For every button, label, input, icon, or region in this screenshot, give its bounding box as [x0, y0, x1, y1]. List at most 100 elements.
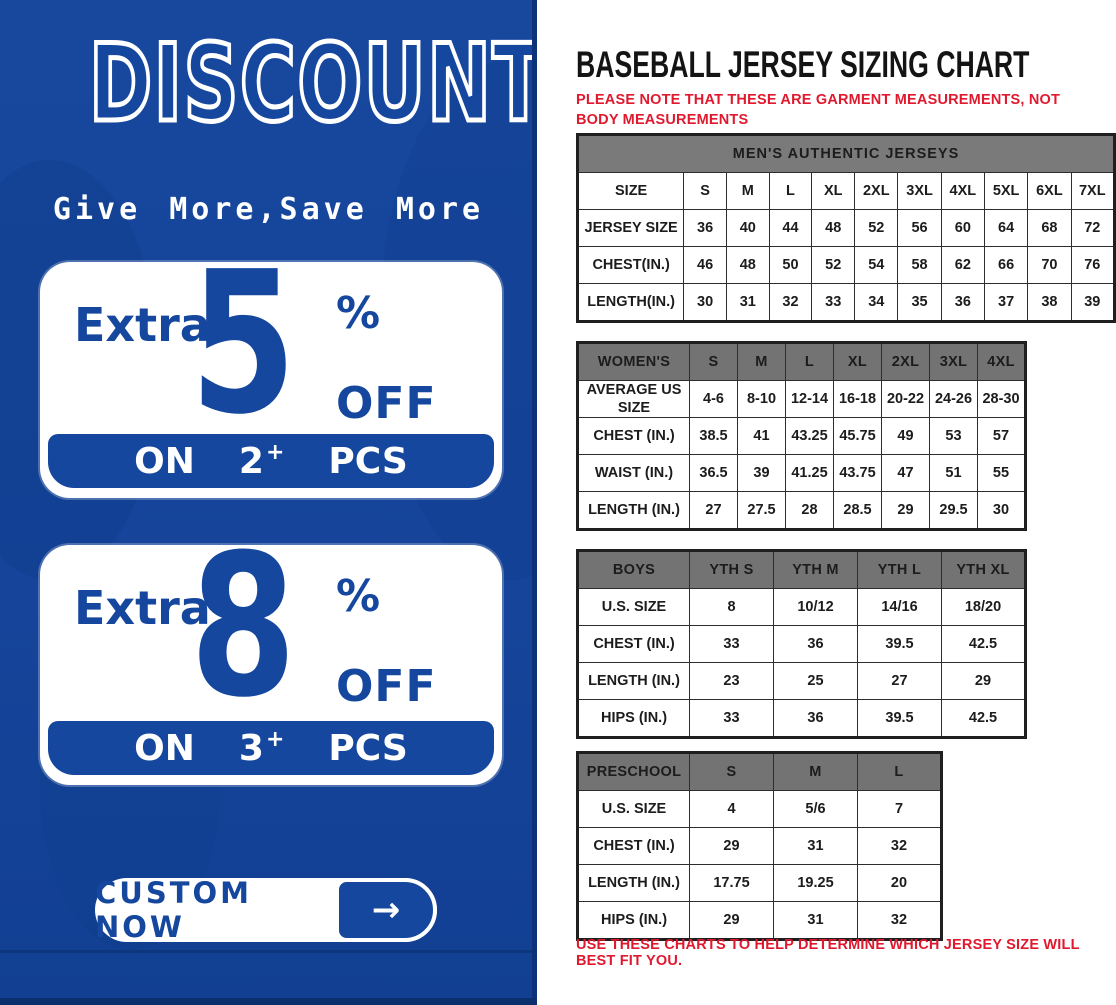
table-cell: 33 — [689, 699, 774, 738]
table-cell: 50 — [768, 246, 813, 284]
table-cell: 33 — [811, 283, 856, 322]
table-cell: 76 — [1070, 246, 1116, 284]
table-cell: S — [683, 172, 727, 210]
table-cell: 60 — [940, 209, 985, 247]
offer-pcs-label: PCS — [328, 727, 408, 769]
page-title: BASEBALL JERSEY SIZING CHART — [576, 44, 1030, 85]
table-header-cell: M — [737, 342, 786, 381]
row-label: LENGTH (IN.) — [577, 864, 690, 902]
sizing-chart-panel: BASEBALL JERSEY SIZING CHART PLEASE NOTE… — [537, 0, 1116, 1005]
table-cell: M — [725, 172, 770, 210]
table-row: CHEST (IN.) 33 36 39.5 42.5 — [577, 625, 1026, 663]
offer-on-label: ON — [134, 440, 195, 482]
table-cell: 4 — [689, 790, 774, 828]
offer-prefix: Extra — [74, 298, 211, 352]
table-header-label: PRESCHOOL — [577, 752, 690, 791]
table-header-cell: S — [689, 752, 774, 791]
table-cell: 44 — [768, 209, 813, 247]
table-cell: 14/16 — [857, 588, 942, 626]
table-cell: 39.5 — [857, 625, 942, 663]
panel-edge-shadow — [532, 0, 537, 1005]
table-header-label: WOMEN'S — [577, 342, 690, 381]
table-cell: 45.75 — [833, 417, 882, 456]
table-cell: 28 — [785, 491, 834, 531]
table-row: AVERAGE US SIZE 4-6 8-10 12-14 16-18 20-22 24-… — [577, 379, 1026, 419]
offer-quantity: 2+ — [238, 440, 285, 482]
boys-sizing-table: BOYS YTH S YTH M YTH L YTH XL U.S. SIZE 8 10/12… — [576, 549, 1027, 739]
table-header-cell: XL — [833, 342, 882, 381]
table-cell: 62 — [940, 246, 985, 284]
table-row: CHEST (IN.) 29 31 32 — [577, 827, 942, 865]
table-header-row: BOYS YTH S YTH M YTH L YTH XL — [577, 550, 1026, 589]
table-cell: 25 — [773, 662, 858, 700]
table-cell: 17.75 — [689, 864, 774, 902]
offer-quantity: 3+ — [238, 727, 285, 769]
offer-condition-bar: ON 2+ PCS — [48, 434, 494, 488]
table-cell: 5/6 — [773, 790, 858, 828]
table-header-cell: 4XL — [977, 342, 1026, 381]
table-header-cell: L — [785, 342, 834, 381]
table-cell: 6XL — [1027, 172, 1072, 210]
table-row: CHEST(IN.) 46 48 50 52 54 58 62 66 70 76 — [576, 246, 1116, 284]
table-cell: 43.25 — [785, 417, 834, 456]
table-cell: 8-10 — [737, 379, 786, 419]
table-cell: 57 — [977, 417, 1026, 456]
table-cell: 34 — [854, 283, 899, 322]
table-cell: 31 — [773, 901, 858, 940]
preschool-sizing-table: PRESCHOOL S M L U.S. SIZE 4 5/6 7 CHEST (IN.) 29 3… — [576, 751, 943, 941]
table-row: LENGTH (IN.) 23 25 27 29 — [577, 662, 1026, 700]
row-label: SIZE — [576, 172, 685, 210]
mens-sizing-table: MEN'S AUTHENTIC JERSEYS SIZE S M L XL 2XL 3XL 4X… — [576, 133, 1116, 323]
discount-panel: DISCOUNT Give More,Save More Extra 5 % O… — [0, 0, 537, 1005]
table-row: LENGTH (IN.) 17.75 19.25 20 — [577, 864, 942, 902]
table-cell: 38 — [1027, 283, 1072, 322]
plus-superscript: + — [265, 440, 285, 465]
row-label: U.S. SIZE — [577, 588, 690, 626]
table-header-cell: S — [689, 342, 738, 381]
table-cell: 31 — [725, 283, 770, 322]
table-cell: 42.5 — [941, 699, 1026, 738]
garment-measurement-note: PLEASE NOTE THAT THESE ARE GARMENT MEASU… — [576, 92, 1061, 129]
table-cell: 46 — [683, 246, 727, 284]
table-cell: 55 — [977, 454, 1026, 493]
table-cell: 23 — [689, 662, 774, 700]
table-cell: 52 — [854, 209, 899, 247]
table-banner: MEN'S AUTHENTIC JERSEYS — [577, 134, 1115, 173]
table-cell: L — [768, 172, 813, 210]
table-cell: 31 — [773, 827, 858, 865]
table-header-row: PRESCHOOL S M L — [577, 752, 942, 791]
offer-on-label: ON — [134, 727, 195, 769]
row-label: CHEST (IN.) — [577, 625, 690, 663]
table-cell: 8 — [689, 588, 774, 626]
table-cell: 35 — [897, 283, 942, 322]
table-cell: 42.5 — [941, 625, 1026, 663]
table-cell: 43.75 — [833, 454, 882, 493]
row-label: JERSEY SIZE — [576, 209, 685, 247]
table-cell: 36 — [683, 209, 727, 247]
table-row: WAIST (IN.) 36.5 39 41.25 43.75 47 51 55 — [577, 454, 1026, 493]
table-cell: 36 — [773, 699, 858, 738]
table-cell: 29 — [941, 662, 1026, 700]
table-cell: 48 — [811, 209, 856, 247]
offer-card-5-percent: Extra 5 % OFF ON 2+ PCS — [40, 246, 502, 498]
table-cell: 36 — [773, 625, 858, 663]
percent-sign: % — [336, 571, 381, 622]
table-cell: 39.5 — [857, 699, 942, 738]
table-cell: 41 — [737, 417, 786, 456]
row-label: LENGTH (IN.) — [577, 491, 690, 531]
table-cell: 38.5 — [689, 417, 738, 456]
table-cell: 56 — [897, 209, 942, 247]
discount-headline-text: DISCOUNT — [87, 22, 537, 145]
table-cell: 51 — [929, 454, 978, 493]
table-cell: 5XL — [983, 172, 1029, 210]
table-cell: 47 — [881, 454, 930, 493]
table-cell: 36.5 — [689, 454, 738, 493]
custom-now-button[interactable]: CUSTOM NOW → — [95, 876, 437, 944]
table-cell: 54 — [854, 246, 899, 284]
offer-pcs-label: PCS — [328, 440, 408, 482]
table-cell: 48 — [725, 246, 770, 284]
table-cell: 66 — [983, 246, 1029, 284]
table-cell: 39 — [1070, 283, 1116, 322]
table-cell: 27 — [857, 662, 942, 700]
